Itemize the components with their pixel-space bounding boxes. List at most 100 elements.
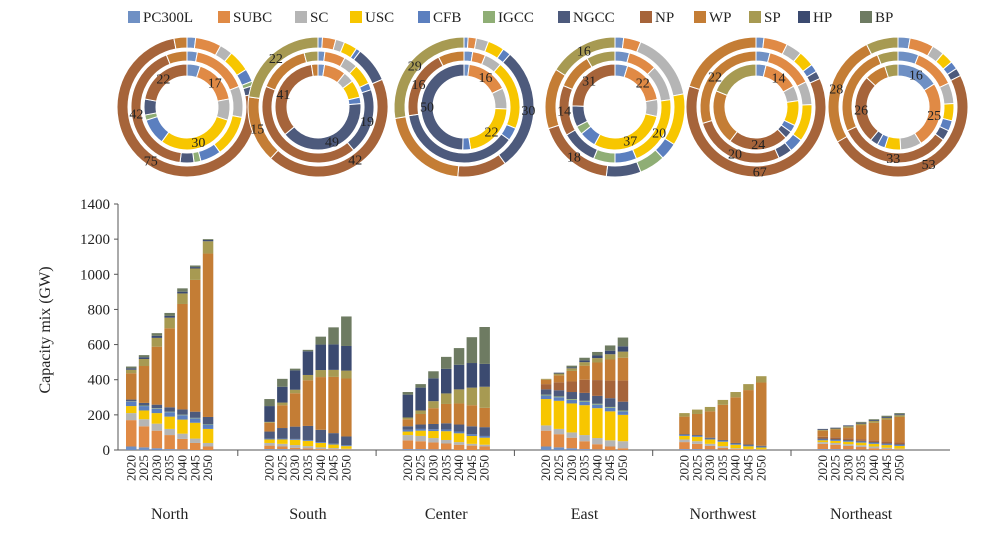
region-label: South (289, 506, 326, 523)
bar-segment (454, 365, 465, 390)
bar-segment (303, 426, 314, 440)
bar-segment (479, 427, 490, 436)
bar-segment (592, 438, 603, 444)
bar-segment (467, 434, 478, 436)
donut-value-label: 75 (144, 154, 158, 169)
bar-segment (403, 440, 414, 449)
bar-segment (756, 383, 767, 446)
legend-swatch (350, 11, 362, 23)
bar-segment (341, 445, 352, 446)
bar-segment (454, 445, 465, 450)
legend-label: NP (655, 10, 674, 26)
bar-segment (415, 425, 426, 429)
bar-segment (479, 436, 490, 438)
y-tick-label: 1400 (80, 197, 110, 213)
bar-segment (679, 417, 690, 435)
donut-segment (174, 37, 187, 49)
bar-segment (541, 389, 552, 394)
bar-segment (554, 396, 565, 397)
legend-swatch (749, 11, 761, 23)
bar-segment (567, 403, 578, 432)
x-tick-label: 2050 (338, 455, 353, 481)
bar-segment (164, 407, 175, 411)
bar-segment (290, 427, 301, 439)
bar-segment (882, 420, 893, 442)
x-tick-label: 2050 (477, 455, 492, 481)
bar-segment (579, 435, 590, 441)
donut-segment (144, 99, 157, 115)
bar-segment (679, 435, 690, 436)
bar-segment (479, 364, 490, 387)
donut-value-label: 25 (927, 109, 941, 124)
bar-segment (618, 358, 629, 381)
bar-segment (843, 449, 854, 450)
bar-segment (203, 424, 214, 425)
bar-segment (264, 406, 275, 422)
bar-segment (341, 449, 352, 450)
bar-segment (856, 443, 867, 446)
bar-segment (177, 434, 188, 439)
bar-segment (177, 415, 188, 419)
bar-segment (415, 436, 426, 441)
bar-segment (830, 445, 841, 449)
bar-segment (164, 435, 175, 449)
donut-value-label: 16 (412, 78, 426, 93)
bar-segment (415, 429, 426, 431)
bar-segment (618, 352, 629, 358)
bar-segment (303, 350, 314, 351)
bar-segment (567, 368, 578, 371)
bar-segment (190, 423, 201, 439)
bar-segment (403, 430, 414, 432)
bar-segment (869, 448, 880, 450)
bar-segment (203, 239, 214, 240)
bar-segment (894, 417, 905, 442)
bar-segment (303, 448, 314, 449)
bar-segment (869, 442, 880, 443)
bar-segment (579, 405, 590, 435)
bar-segment (679, 439, 690, 442)
bar-segment (618, 410, 629, 411)
bar-segment (316, 447, 327, 449)
bar-segment (567, 366, 578, 368)
bar-segment (415, 431, 426, 436)
bar-segment (454, 389, 465, 403)
bar-segment (341, 436, 352, 445)
bar-segment (126, 373, 137, 399)
bar-segment (264, 399, 275, 406)
bar-segment (479, 408, 490, 427)
legend-swatch (860, 11, 872, 23)
bar-segment (441, 440, 452, 444)
bar-segment (856, 442, 867, 443)
bar-segment (554, 429, 565, 434)
bar-segment (126, 413, 137, 420)
bar-segment (743, 449, 754, 450)
bar-segment (605, 360, 616, 381)
bar-segment (554, 373, 565, 374)
bar-segment (541, 431, 552, 447)
bar-segment (541, 379, 552, 380)
bar-segment (341, 371, 352, 379)
bar-segment (567, 448, 578, 450)
donut-value-label: 22 (156, 72, 170, 87)
bar-segment (705, 407, 716, 411)
bar-segment (328, 370, 339, 377)
donut-value-label: 67 (753, 165, 767, 180)
bar-segment (554, 382, 565, 390)
donut-value-label: 49 (325, 135, 339, 150)
region-label: Northeast (830, 506, 893, 523)
bar-segment (264, 423, 275, 432)
bar-segment (415, 410, 426, 414)
bar-segment (479, 327, 490, 364)
bar-segment (152, 338, 163, 347)
bar-segment (190, 443, 201, 450)
bar-segment (541, 446, 552, 450)
bar-segment (164, 318, 175, 329)
bar-segment (579, 380, 590, 393)
bar-segment (264, 422, 275, 423)
bar-segment (692, 441, 703, 444)
bar-segment (605, 398, 616, 407)
bar-segment (290, 390, 301, 394)
bar-segment (579, 360, 590, 362)
